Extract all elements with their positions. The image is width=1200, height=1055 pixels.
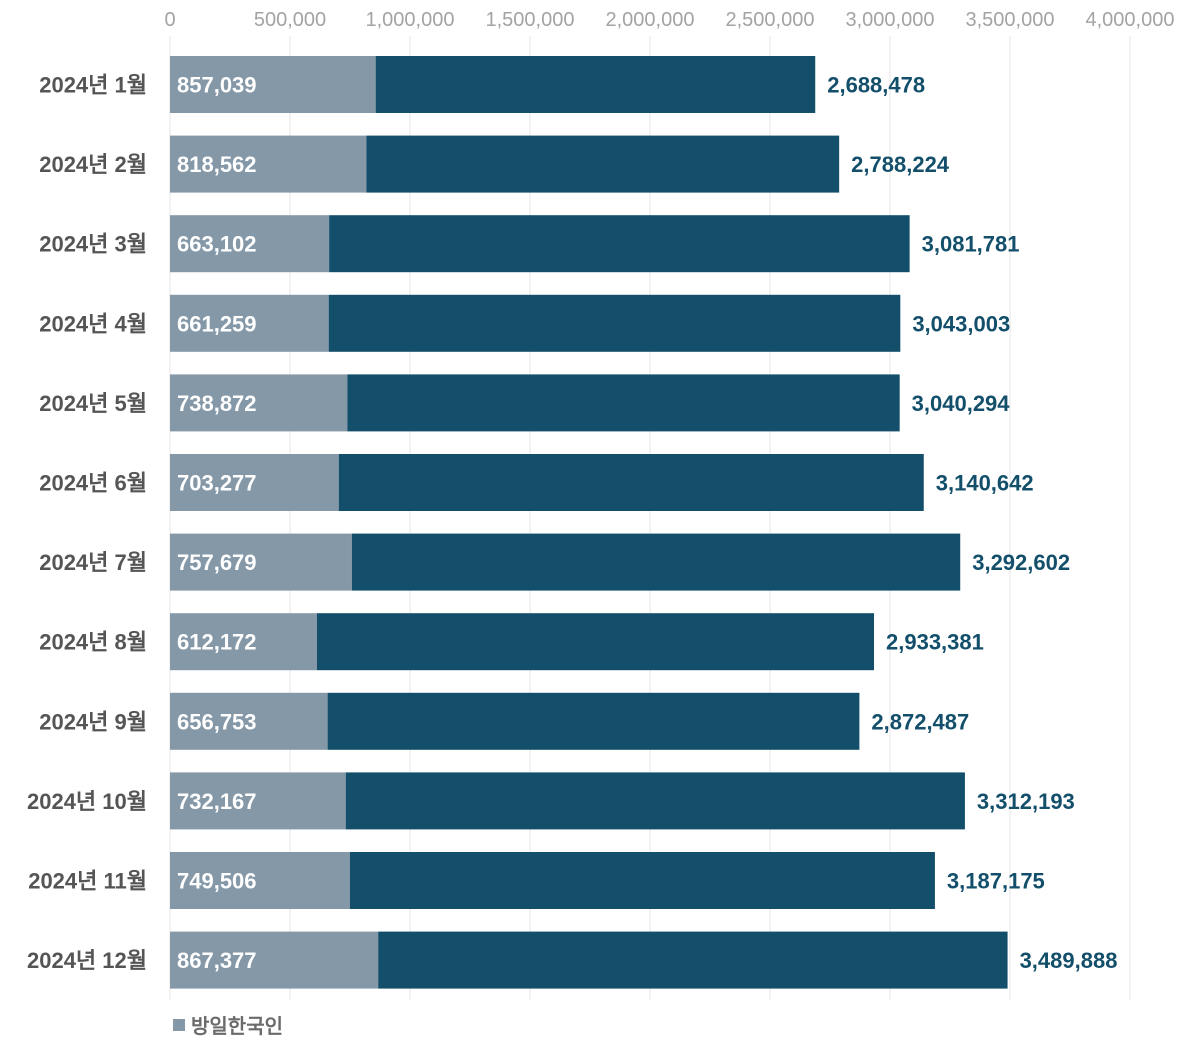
bars-layer: [170, 56, 1008, 989]
bar-total: [375, 56, 816, 113]
total-value-label: 3,081,781: [922, 232, 1020, 257]
korean-visitors-value-label: 749,506: [177, 869, 257, 894]
category-label: 2024년 5월: [39, 391, 147, 416]
labels-layer: 2024년 1월 857,039 2,688,478 2024년 2월 818,562 2…: [27, 73, 1117, 974]
total-value-label: 3,187,175: [947, 869, 1045, 894]
category-label: 2024년 9월: [39, 709, 147, 734]
korean-visitors-value-label: 757,679: [177, 550, 257, 575]
x-tick-label: 2,000,000: [606, 9, 695, 31]
legend: 방일한국인: [173, 1015, 283, 1038]
bar-total: [366, 135, 840, 193]
total-value-label: 2,688,478: [827, 73, 925, 98]
total-value-label: 2,933,381: [886, 630, 984, 655]
korean-visitors-value-label: 612,172: [177, 630, 257, 655]
korean-visitors-value-label: 857,039: [177, 73, 257, 98]
bar-korean-visitors: [170, 852, 350, 909]
bar-total: [345, 772, 965, 830]
bar-korean-visitors: [170, 135, 367, 193]
korean-visitors-value-label: 818,562: [177, 152, 257, 177]
legend-swatch-korean-visitors: [173, 1019, 185, 1031]
total-value-label: 2,788,224: [851, 152, 950, 177]
category-label: 2024년 12월: [27, 948, 147, 973]
bar-total: [316, 613, 875, 671]
x-tick-label: 3,500,000: [966, 9, 1055, 31]
korean-visitors-value-label: 661,259: [177, 311, 257, 336]
category-label: 2024년 3월: [39, 232, 147, 257]
korean-visitors-value-label: 703,277: [177, 471, 257, 496]
category-label: 2024년 8월: [39, 630, 147, 655]
x-tick-label: 1,500,000: [486, 9, 575, 31]
bar-total: [327, 692, 860, 750]
korean-visitors-value-label: 663,102: [177, 232, 257, 257]
category-label: 2024년 10월: [27, 789, 147, 814]
bar-total: [338, 454, 924, 511]
category-label: 2024년 4월: [39, 311, 147, 336]
total-value-label: 2,872,487: [871, 709, 969, 734]
x-tick-label: 0: [164, 9, 175, 31]
bar-korean-visitors: [170, 215, 330, 273]
bar-korean-visitors: [170, 294, 329, 352]
bar-total: [328, 294, 901, 352]
bar-korean-visitors: [170, 772, 346, 830]
grid-layer: [169, 36, 1131, 1000]
bar-korean-visitors: [170, 374, 348, 432]
x-tick-label: 2,500,000: [726, 9, 815, 31]
total-value-label: 3,292,602: [972, 550, 1070, 575]
category-label: 2024년 11월: [28, 869, 147, 894]
bar-korean-visitors: [170, 533, 352, 591]
bar-korean-visitors: [170, 56, 376, 113]
legend-label-korean-visitors: 방일한국인: [191, 1015, 283, 1038]
category-label: 2024년 6월: [39, 471, 147, 496]
total-value-label: 3,312,193: [977, 789, 1075, 814]
korean-visitors-value-label: 867,377: [177, 948, 257, 973]
x-tick-label: 1,000,000: [366, 9, 455, 31]
x-tick-label: 500,000: [254, 9, 326, 31]
bar-korean-visitors: [170, 613, 317, 671]
bar-total: [347, 374, 900, 432]
total-value-label: 3,140,642: [936, 471, 1034, 496]
x-tick-label: 4,000,000: [1086, 9, 1175, 31]
bar-total: [351, 533, 961, 591]
korean-visitors-value-label: 738,872: [177, 391, 257, 416]
bar-total: [349, 852, 935, 909]
total-value-label: 3,489,888: [1020, 948, 1118, 973]
category-label: 2024년 2월: [39, 152, 147, 177]
bar-total: [329, 215, 910, 273]
x-tick-label: 3,000,000: [846, 9, 935, 31]
bar-total: [378, 931, 1008, 989]
category-label: 2024년 1월: [39, 73, 147, 98]
bar-korean-visitors: [170, 931, 379, 989]
category-label: 2024년 7월: [39, 550, 147, 575]
korean-visitors-value-label: 732,167: [177, 789, 257, 814]
korean-visitors-value-label: 656,753: [177, 709, 257, 734]
bar-korean-visitors: [170, 454, 339, 511]
x-axis-ticks: 0 500,000 1,000,000 1,500,000 2,000,000 2,500…: [164, 9, 1174, 31]
bar-korean-visitors: [170, 692, 328, 750]
total-value-label: 3,043,003: [912, 311, 1010, 336]
total-value-label: 3,040,294: [912, 391, 1011, 416]
